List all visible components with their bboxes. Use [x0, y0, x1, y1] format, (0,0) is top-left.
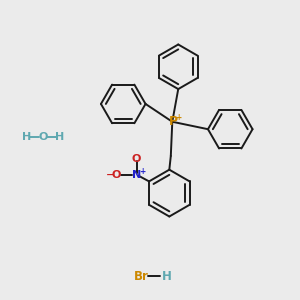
Text: P: P — [169, 115, 178, 128]
Text: H: H — [55, 132, 64, 142]
Text: O: O — [112, 170, 121, 180]
Text: +: + — [176, 113, 182, 122]
Text: +: + — [139, 167, 145, 176]
Text: H: H — [161, 270, 171, 283]
Text: H: H — [22, 132, 31, 142]
Text: O: O — [38, 132, 48, 142]
Text: O: O — [132, 154, 141, 164]
Text: −: − — [105, 169, 114, 180]
Text: Br: Br — [134, 270, 148, 283]
Text: N: N — [132, 170, 141, 180]
